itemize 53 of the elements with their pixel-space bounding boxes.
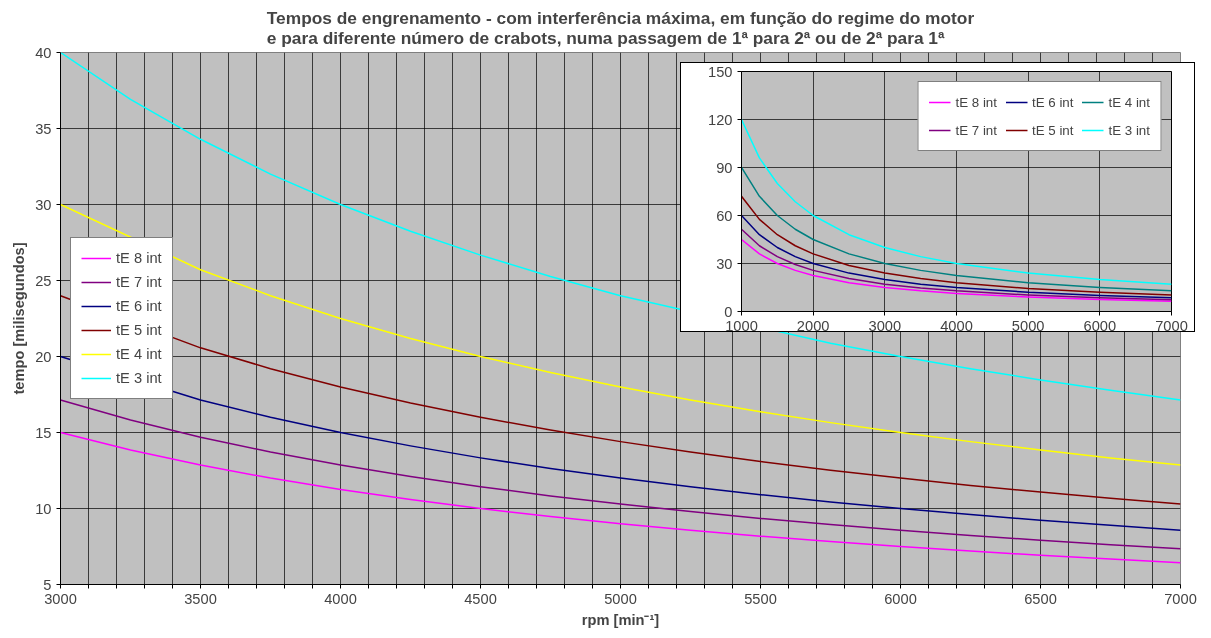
legend-label: tE 4 int [1108,94,1150,110]
x-tick-label: 3500 [184,590,217,607]
x-tick-label: 3000 [868,317,902,334]
legend-label: tE 5 int [116,322,162,338]
x-tick-label: 4000 [940,317,973,334]
y-tick-label: 120 [708,111,733,128]
y-tick-label: 30 [716,255,733,272]
legend-label: tE 5 int [1032,122,1074,138]
x-tick-label: 6000 [884,590,917,607]
x-tick-label: 6500 [1024,590,1057,607]
x-tick-label: 5000 [1011,317,1045,334]
legend-label: tE 8 int [116,250,162,266]
legend-label: tE 3 int [116,370,162,386]
line-series [741,166,1172,292]
x-tick-label: 4000 [324,590,357,607]
x-tick-label: 5500 [744,590,777,607]
line-series [741,118,1172,285]
x-tick-label: 7000 [1155,317,1188,334]
chart-title: Tempos de engrenamento - com interferência máxima, em função do regime do motor e para diferente número de crabots, numa passagem de 1ª para 2ª ou de 2ª para 1ª [266,7,975,48]
legend-label: tE 8 int [955,94,997,110]
y-tick-label: 0 [724,303,733,320]
x-tick-label: 5000 [604,590,637,607]
x-tick-label: 6000 [1083,317,1117,334]
legend-label: tE 7 int [955,122,997,138]
y-tick-label: 25 [35,272,52,289]
line-series [741,214,1172,299]
legend-label: tE 4 int [116,346,162,362]
y-tick-label: 15 [35,424,52,441]
y-tick-label: 30 [35,196,52,213]
x-axis-title: rpm [min⁻¹] [581,611,660,628]
y-tick-label: 5 [43,576,52,593]
y-tick-label: 35 [35,120,52,137]
x-tick-label: 1000 [725,317,758,334]
x-tick-label: 3000 [44,590,77,607]
y-axis-title: tempo [milisegundos] [11,242,28,395]
line-series [60,431,1181,564]
y-tick-label: 90 [716,159,733,176]
line-series [741,228,1172,301]
y-tick-label: 150 [708,63,733,80]
x-tick-label: 4500 [464,590,497,607]
x-tick-label: 2000 [796,317,830,334]
y-tick-label: 10 [35,500,52,517]
legend-label: tE 7 int [116,274,162,290]
y-tick-label: 40 [35,44,52,61]
line-series [60,399,1181,550]
legend-label: tE 6 int [116,298,162,314]
legend-label: tE 3 int [1108,122,1150,138]
x-tick-label: 7000 [1164,590,1197,607]
y-tick-label: 60 [716,207,733,224]
line-series [741,238,1172,303]
legend-label: tE 6 int [1032,94,1074,110]
line-series [741,195,1172,296]
y-tick-label: 20 [35,348,52,365]
